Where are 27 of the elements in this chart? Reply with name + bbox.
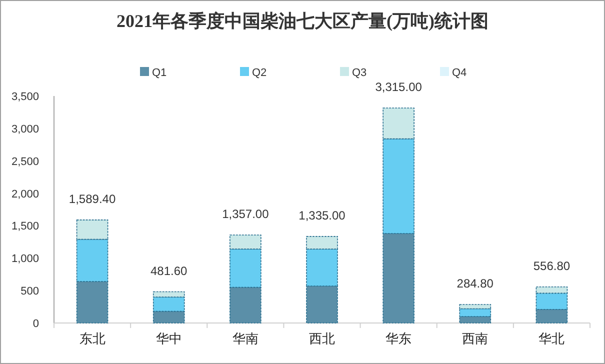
total-label: 1,335.00 (298, 208, 346, 222)
total-label: 556.80 (533, 258, 570, 273)
y-tick-label: 0 (32, 318, 39, 330)
total-label: 1,589.40 (68, 192, 116, 206)
y-tick-label: 3,000 (11, 123, 39, 136)
total-label: 284.80 (456, 276, 494, 291)
x-tick-label: 东北 (79, 331, 106, 346)
total-label: 3,315.00 (375, 80, 422, 94)
x-tick-label: 华北 (538, 331, 565, 346)
x-tick-label: 西北 (309, 331, 335, 346)
legend-label: Q1 (152, 67, 167, 79)
legend-label: Q2 (252, 67, 267, 79)
legend-label: Q3 (352, 67, 367, 79)
total-label: 1,357.00 (222, 206, 270, 221)
chart-title: 2021年各季度中国柴油七大区产量(万吨)统计图 (116, 11, 488, 31)
legend-label: Q4 (452, 67, 467, 79)
x-tick-label: 华中 (156, 331, 182, 346)
y-tick-label: 500 (20, 286, 39, 298)
y-tick-label: 3,500 (11, 91, 39, 103)
y-tick-label: 2,000 (11, 188, 39, 200)
y-tick-label: 2,500 (11, 156, 39, 168)
x-tick-label: 西南 (462, 331, 488, 346)
y-tick-label: 1,000 (11, 253, 39, 266)
total-label: 481.60 (150, 264, 188, 278)
x-tick-label: 华东 (386, 331, 412, 346)
x-tick-label: 华南 (232, 331, 258, 346)
y-tick-label: 1,500 (11, 220, 39, 233)
